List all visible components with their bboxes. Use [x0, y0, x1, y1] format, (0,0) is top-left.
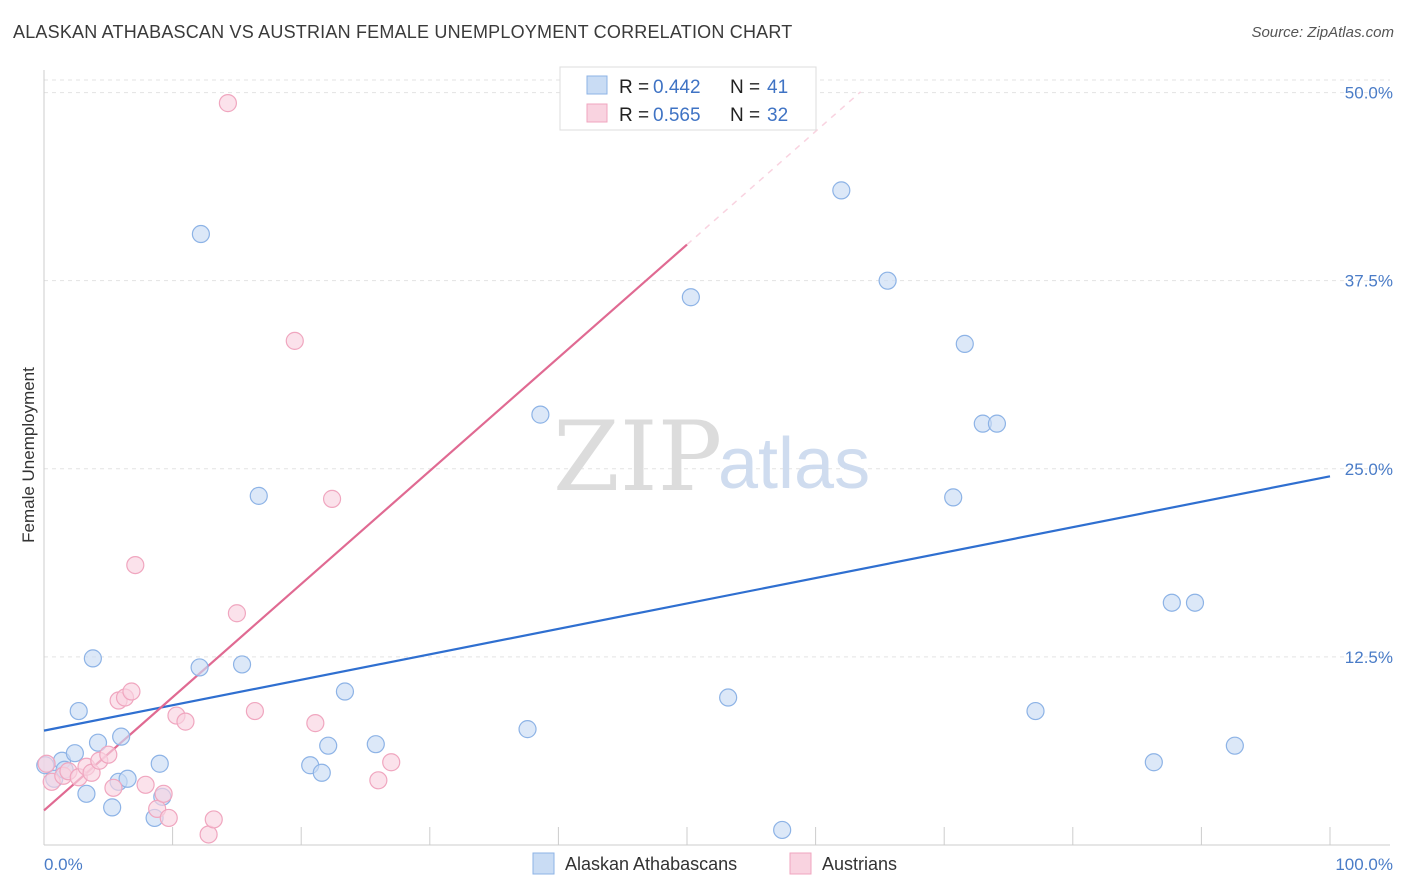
legend-n-value-1: 41: [767, 77, 788, 98]
bottom-legend-label-austrian: Austrians: [822, 854, 897, 874]
bottom-legend-label-athabascan: Alaskan Athabascans: [565, 854, 737, 874]
trend-layer: [43, 91, 1331, 812]
data-point-athabascan: [1225, 736, 1244, 755]
data-point-austrian: [154, 784, 173, 803]
data-point-athabascan: [69, 701, 88, 721]
data-point-athabascan: [681, 288, 700, 307]
legend-r-label-1: R =: [619, 77, 649, 98]
y-axis-label: Female Unemployment: [19, 367, 38, 543]
legend-r-value-2: 0.565: [653, 105, 701, 126]
data-point-austrian: [382, 753, 401, 772]
data-point-athabascan: [232, 655, 252, 674]
watermark-zip: ZIP: [553, 401, 722, 513]
data-point-athabascan: [1144, 753, 1163, 772]
data-point-athabascan: [249, 486, 268, 505]
data-point-athabascan: [319, 736, 338, 755]
data-point-athabascan: [103, 798, 122, 817]
data-point-athabascan: [832, 181, 851, 200]
data-point-athabascan: [531, 405, 550, 424]
data-point-austrian: [126, 555, 145, 575]
grid-layer: [44, 79, 1390, 658]
data-point-austrian: [322, 489, 342, 508]
bottom-legend-swatch-austrian: [789, 852, 812, 875]
x-tick-label-max: 100.0%: [1335, 855, 1393, 874]
data-point-athabascan: [1162, 593, 1181, 612]
y-tick-label: 25.0%: [1345, 460, 1393, 479]
bottom-legend-swatch-athabascan: [532, 852, 555, 875]
watermark-atlas: atlas: [718, 424, 870, 504]
points-layer: [36, 84, 1244, 844]
data-point-austrian: [176, 712, 195, 731]
y-tick-label: 50.0%: [1345, 84, 1393, 103]
data-point-austrian: [204, 810, 223, 829]
watermark: ZIP atlas: [553, 401, 870, 513]
data-point-athabascan: [1026, 701, 1045, 721]
x-tick-label-min: 0.0%: [44, 855, 83, 874]
legend-r-value-1: 0.442: [653, 77, 701, 98]
data-point-athabascan: [112, 727, 131, 746]
trend-line-austrian: [43, 243, 688, 812]
data-point-athabascan: [77, 784, 96, 803]
data-point-athabascan: [773, 820, 792, 840]
data-point-athabascan: [312, 763, 331, 782]
data-point-athabascan: [65, 744, 84, 763]
chart-title: ALASKAN ATHABASCAN VS AUSTRIAN FEMALE UN…: [13, 22, 793, 42]
data-point-austrian: [136, 775, 155, 794]
data-point-austrian: [99, 745, 118, 764]
data-point-austrian: [306, 714, 325, 733]
data-point-athabascan: [987, 414, 1007, 433]
y-tick-label: 37.5%: [1345, 272, 1393, 291]
data-point-austrian: [104, 778, 123, 797]
data-point-athabascan: [719, 688, 738, 707]
legend-n-label-2: N =: [730, 105, 760, 126]
data-point-austrian: [245, 701, 265, 721]
axis-layer: 12.5% 25.0% 37.5% 50.0%: [43, 70, 1393, 846]
legend-n-value-2: 32: [767, 105, 788, 126]
source-credit: Source: ZipAtlas.com: [1251, 24, 1394, 41]
data-point-austrian: [159, 808, 178, 828]
data-point-austrian: [285, 331, 304, 350]
data-point-athabascan: [335, 682, 355, 701]
legend-r-label-2: R =: [619, 105, 649, 126]
data-point-athabascan: [191, 224, 210, 244]
data-point-athabascan: [518, 720, 537, 739]
data-point-athabascan: [366, 735, 385, 754]
legend-swatch-austrian: [586, 103, 608, 123]
data-point-athabascan: [955, 334, 974, 353]
legend-swatch-athabascan: [586, 75, 608, 95]
trend-line-extension: [686, 91, 862, 246]
data-point-athabascan: [944, 488, 963, 507]
data-point-athabascan: [83, 649, 102, 668]
y-tick-label: 12.5%: [1345, 648, 1393, 667]
data-point-athabascan: [878, 271, 897, 290]
data-point-athabascan: [118, 769, 137, 788]
data-point-austrian: [122, 682, 141, 701]
data-point-austrian: [218, 94, 237, 113]
data-point-athabascan: [1185, 593, 1205, 612]
data-point-athabascan: [88, 733, 108, 752]
data-point-athabascan: [150, 754, 169, 773]
data-point-austrian: [227, 604, 246, 623]
trend-line-athabascan: [43, 475, 1331, 732]
legend: R = 0.442 N = 41 R = 0.565 N = 32: [559, 66, 817, 131]
data-point-austrian: [199, 825, 218, 844]
data-point-austrian: [37, 754, 56, 773]
data-point-athabascan: [190, 658, 209, 677]
bottom-legend: Alaskan Athabascans Austrians: [532, 852, 897, 875]
data-point-austrian: [369, 771, 388, 790]
legend-n-label-1: N =: [730, 77, 760, 98]
